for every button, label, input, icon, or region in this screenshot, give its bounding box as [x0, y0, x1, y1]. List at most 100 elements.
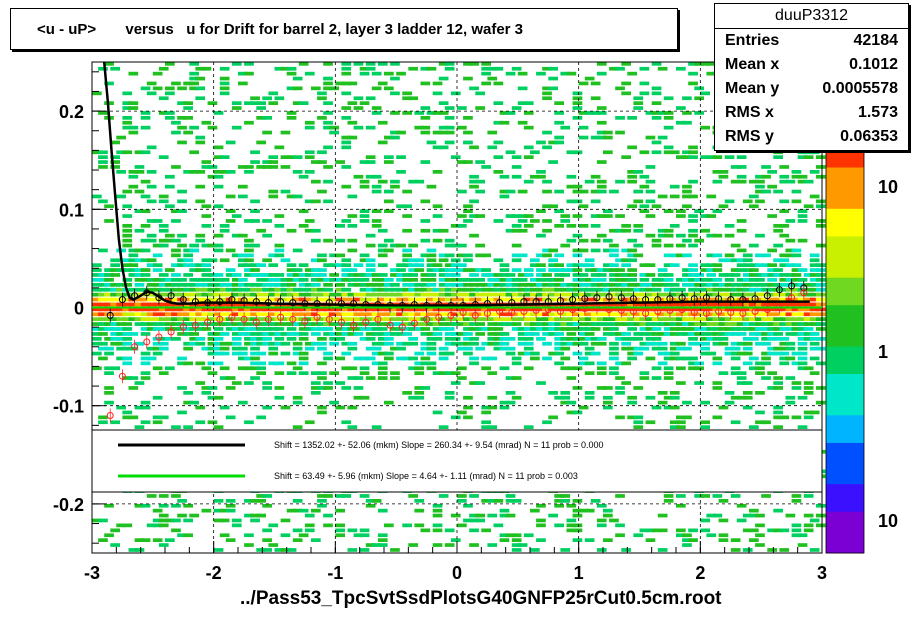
heatmap-cell — [590, 135, 601, 140]
heatmap-cell — [633, 297, 644, 302]
heatmap-cell — [596, 366, 607, 371]
heatmap-cell — [603, 405, 613, 410]
heatmap-cell — [663, 405, 674, 410]
heatmap-cell — [627, 268, 637, 272]
heatmap-cell — [311, 199, 321, 204]
heatmap-cell — [359, 219, 370, 223]
heatmap-cell — [815, 523, 826, 528]
heatmap-cell — [609, 302, 619, 307]
heatmap-cell — [718, 292, 729, 297]
heatmap-cell — [262, 341, 272, 346]
heatmap-cell — [736, 219, 747, 223]
heatmap-cell — [104, 366, 114, 371]
heatmap-cell — [487, 312, 498, 317]
heatmap-cell — [536, 209, 546, 213]
heatmap-cell — [256, 361, 266, 366]
heatmap-cell — [165, 297, 175, 302]
heatmap-cell — [238, 307, 248, 312]
heatmap-cell — [590, 278, 601, 282]
heatmap-cell — [688, 81, 698, 86]
heatmap-cell — [225, 268, 236, 272]
heatmap-cell — [110, 155, 120, 159]
heatmap-cell — [377, 307, 388, 312]
heatmap-cell — [809, 337, 820, 341]
heatmap-cell — [457, 160, 467, 164]
heatmap-cell — [256, 140, 266, 145]
heatmap-cell — [134, 292, 145, 297]
heatmap-cell — [311, 160, 321, 164]
heatmap-cell — [676, 243, 686, 248]
heatmap-cell — [219, 307, 230, 312]
colorbar-band — [826, 387, 864, 403]
heatmap-cell — [140, 327, 151, 331]
heatmap-cell — [219, 278, 230, 282]
heatmap-cell — [481, 405, 491, 410]
heatmap-cell — [651, 341, 662, 346]
heatmap-cell — [566, 376, 577, 380]
heatmap-cell — [426, 263, 437, 267]
heatmap-cell — [639, 322, 650, 326]
heatmap-cell — [304, 228, 315, 233]
heatmap-cell — [280, 332, 291, 336]
heatmap-cell — [682, 278, 692, 282]
heatmap-cell — [189, 317, 199, 321]
heatmap-cell — [694, 287, 704, 292]
profile-point-red — [398, 323, 406, 331]
heatmap-cell — [730, 268, 741, 272]
heatmap-cell — [627, 174, 637, 179]
heatmap-cell — [341, 287, 352, 292]
heatmap-cell — [286, 263, 297, 267]
x-tick-label: 2 — [695, 563, 705, 583]
heatmap-cell — [347, 273, 358, 277]
heatmap-cell — [110, 268, 120, 272]
heatmap-cell — [390, 332, 400, 336]
heatmap-cell — [195, 327, 206, 331]
heatmap-cell — [645, 332, 656, 336]
heatmap-cell — [280, 292, 291, 297]
heatmap-cell — [438, 494, 449, 498]
heatmap-cell — [128, 548, 139, 552]
heatmap-cell — [171, 307, 181, 312]
heatmap-cell — [639, 332, 650, 336]
heatmap-cell — [621, 228, 631, 233]
heatmap-cell — [724, 327, 735, 331]
heatmap-cell — [134, 503, 145, 508]
heatmap-cell — [639, 346, 650, 351]
heatmap-cell — [323, 120, 333, 125]
heatmap-cell — [457, 346, 467, 351]
heatmap-cell — [548, 391, 558, 395]
heatmap-cell — [627, 278, 637, 282]
heatmap-cell — [627, 145, 637, 150]
heatmap-cell — [542, 283, 552, 287]
heatmap-cell — [481, 327, 491, 331]
heatmap-cell — [548, 287, 558, 292]
heatmap-cell — [578, 312, 589, 317]
heatmap-cell — [377, 332, 388, 336]
heatmap-cell — [572, 513, 583, 518]
heatmap-cell — [420, 528, 431, 533]
heatmap-cell — [542, 297, 552, 302]
heatmap-cell — [317, 499, 327, 503]
heatmap-cell — [158, 337, 169, 341]
heatmap-cell — [700, 420, 710, 425]
heatmap-cell — [268, 189, 279, 194]
heatmap-cell — [304, 523, 315, 528]
heatmap-cell — [347, 341, 358, 346]
heatmap-cell — [621, 346, 631, 351]
heatmap-cell — [323, 179, 333, 184]
heatmap-cell — [201, 243, 212, 248]
heatmap-cell — [742, 287, 753, 292]
heatmap-cell — [262, 96, 272, 101]
heatmap-cell — [116, 268, 126, 272]
heatmap-cell — [371, 351, 382, 356]
heatmap-cell — [572, 317, 583, 321]
profile-point-red — [313, 313, 321, 321]
heatmap-cell — [669, 184, 680, 189]
colorbar-band — [826, 263, 864, 279]
heatmap-cell — [542, 145, 552, 150]
heatmap-cell — [140, 302, 151, 307]
heatmap-cell — [183, 81, 193, 86]
heatmap-cell — [341, 268, 352, 272]
heatmap-cell — [700, 317, 710, 321]
heatmap-cell — [706, 155, 717, 159]
